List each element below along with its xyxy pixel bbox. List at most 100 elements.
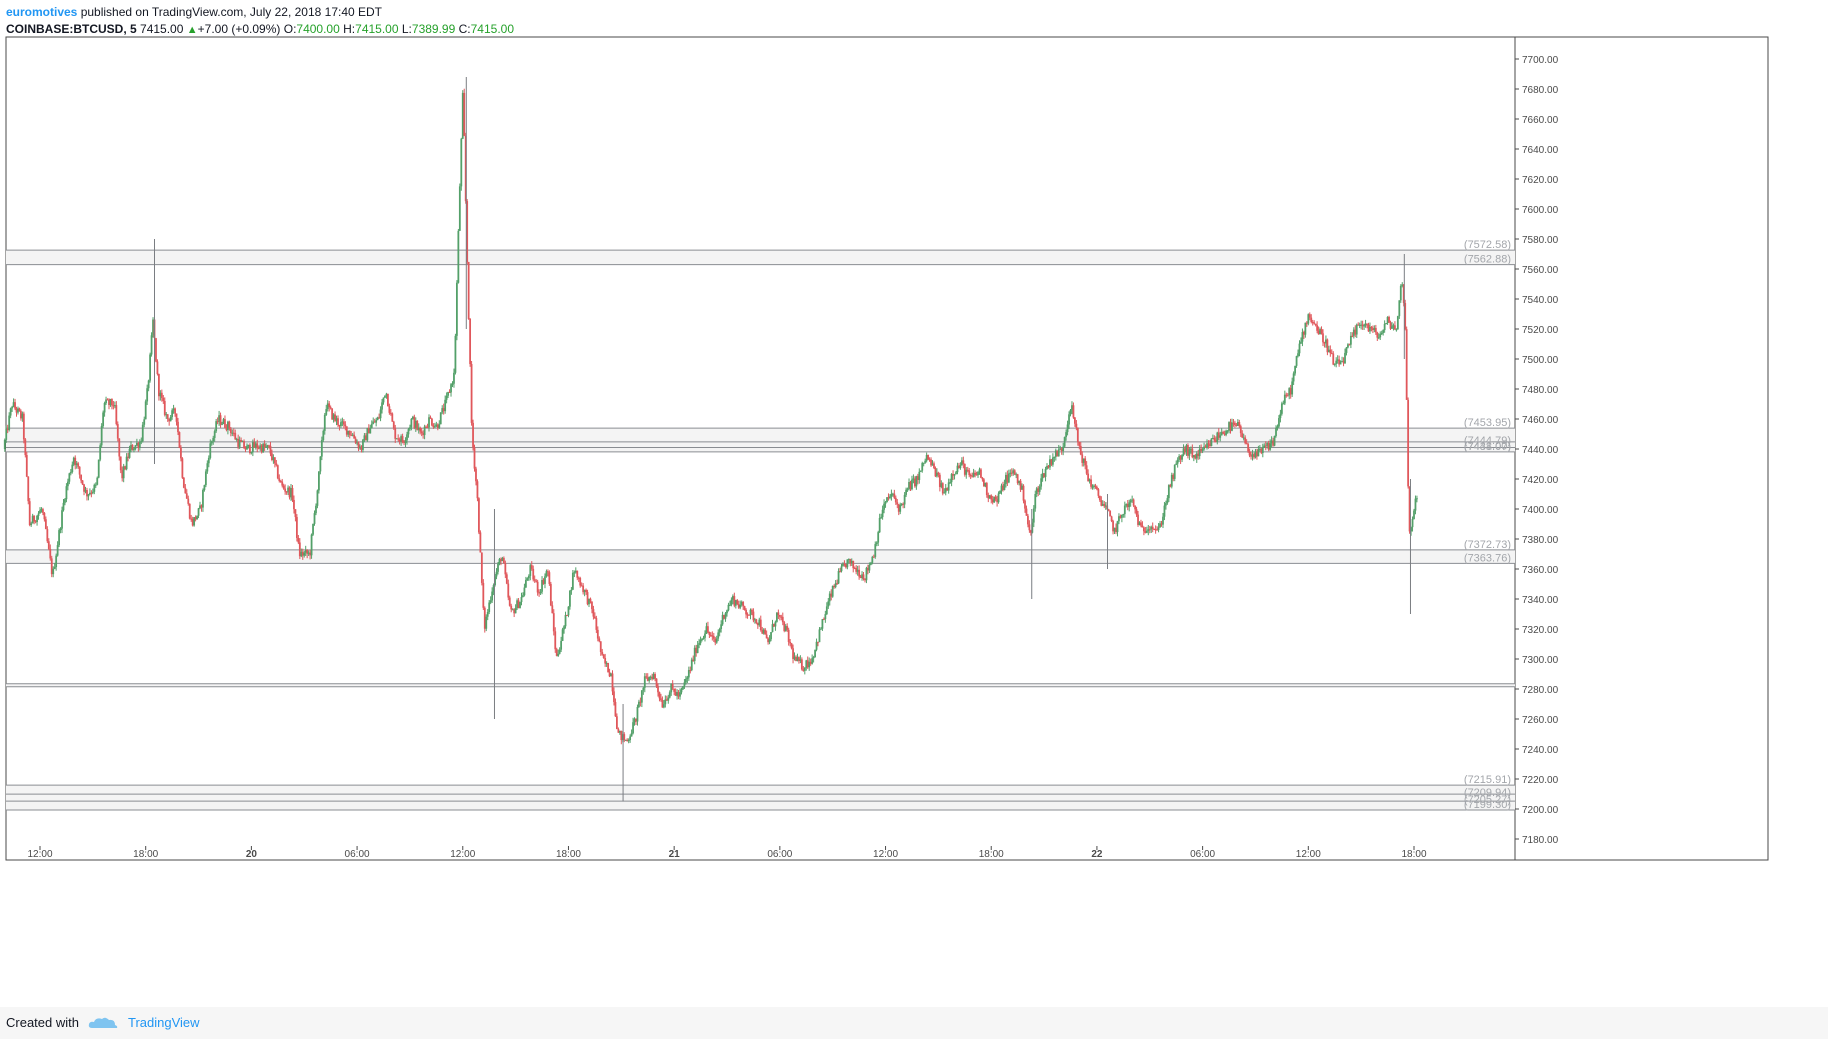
candle	[624, 739, 627, 741]
candle-body	[616, 716, 618, 730]
candle-body	[84, 490, 87, 492]
candle	[761, 626, 764, 635]
candle	[950, 473, 953, 487]
candle-body	[956, 465, 959, 473]
candle	[925, 452, 928, 463]
candle	[526, 577, 529, 582]
candle	[906, 487, 909, 492]
candle-body	[875, 542, 878, 545]
low-label: L:	[401, 22, 412, 36]
candle	[702, 635, 705, 640]
candle-body	[253, 442, 256, 448]
candle-body	[307, 552, 310, 554]
candle-body	[602, 654, 605, 659]
candle	[836, 579, 838, 585]
candle-body	[489, 600, 492, 603]
candle	[1150, 525, 1153, 534]
price-axis[interactable]: 7180.007200.007220.007240.007260.007280.…	[1515, 55, 1559, 846]
candle-body	[409, 427, 411, 430]
candle	[244, 446, 247, 453]
candle	[1217, 428, 1220, 441]
candle	[240, 437, 243, 443]
candle	[91, 488, 94, 495]
candle	[667, 694, 670, 704]
candle	[1081, 451, 1084, 467]
candle	[1197, 449, 1200, 460]
candle	[1225, 429, 1228, 437]
candle	[1049, 455, 1051, 470]
candle	[598, 636, 601, 643]
candle-body	[906, 488, 909, 490]
candle	[251, 439, 254, 457]
candle	[99, 443, 102, 462]
candle	[800, 657, 803, 671]
price-chart[interactable]: (7572.58)(7562.88)(7453.95)(7438.07)(737…	[0, 0, 1828, 1007]
candle	[1187, 443, 1189, 459]
candle	[1398, 300, 1401, 319]
candle-body	[238, 440, 241, 447]
candle-body	[899, 505, 902, 512]
candle-body	[1182, 448, 1185, 455]
candle	[1228, 421, 1230, 434]
candle	[686, 675, 689, 683]
candle	[1238, 419, 1241, 428]
candle	[238, 436, 241, 449]
candle-body	[1029, 530, 1032, 533]
candle	[1076, 427, 1079, 446]
candle-body	[1404, 303, 1407, 330]
candle	[254, 441, 257, 450]
candle-body	[696, 644, 699, 654]
candle	[1280, 401, 1283, 416]
candle-body	[1366, 323, 1368, 325]
author-link[interactable]: euromotives	[6, 5, 78, 19]
candle	[1112, 519, 1114, 535]
candle	[577, 576, 580, 583]
candle-body	[1016, 474, 1019, 484]
candle	[39, 507, 41, 514]
candle	[178, 431, 181, 449]
candle-body	[1305, 322, 1308, 324]
candle	[1134, 505, 1136, 514]
candle	[1396, 315, 1399, 330]
candle	[1292, 371, 1295, 385]
candle-body	[755, 619, 758, 624]
candle-body	[1288, 388, 1291, 396]
candle-body	[714, 638, 717, 643]
candle-body	[662, 704, 665, 708]
candle	[1142, 526, 1145, 536]
candle-body	[1345, 347, 1348, 353]
candle-body	[1163, 505, 1166, 517]
candle	[122, 463, 125, 483]
candle	[388, 403, 391, 415]
candle	[457, 228, 460, 284]
candle-body	[745, 609, 747, 615]
tradingview-link[interactable]: TradingView	[128, 1015, 200, 1030]
candle-body	[981, 477, 984, 480]
candle	[1256, 448, 1258, 460]
price-change: +7.00 (+0.09%)	[197, 22, 281, 36]
candle	[1200, 444, 1203, 454]
candle-body	[115, 405, 118, 425]
candle-body	[128, 448, 131, 458]
candle-body	[664, 699, 667, 705]
candle-body	[1279, 413, 1282, 419]
candle-body	[527, 575, 530, 579]
candle-body	[259, 445, 262, 449]
candle-body	[1015, 474, 1018, 476]
candle	[1266, 442, 1269, 449]
candle	[677, 689, 680, 700]
candle	[275, 459, 278, 467]
symbol-label[interactable]: COINBASE:BTCUSD, 5	[6, 22, 137, 36]
candle	[174, 407, 176, 417]
candle	[461, 90, 464, 140]
candle-body	[249, 444, 251, 453]
candle	[839, 567, 841, 573]
candle	[593, 612, 596, 619]
x-tick-label: 12:00	[873, 849, 898, 860]
candle-body	[1175, 463, 1178, 465]
candle-body	[911, 479, 913, 490]
candle-body	[77, 463, 80, 467]
candle-body	[593, 616, 596, 619]
candle-body	[988, 495, 991, 499]
time-axis[interactable]: 12:00 18:00 20 06:00 12:00 18:00 21 06:00 12:00 1…	[27, 846, 1427, 860]
